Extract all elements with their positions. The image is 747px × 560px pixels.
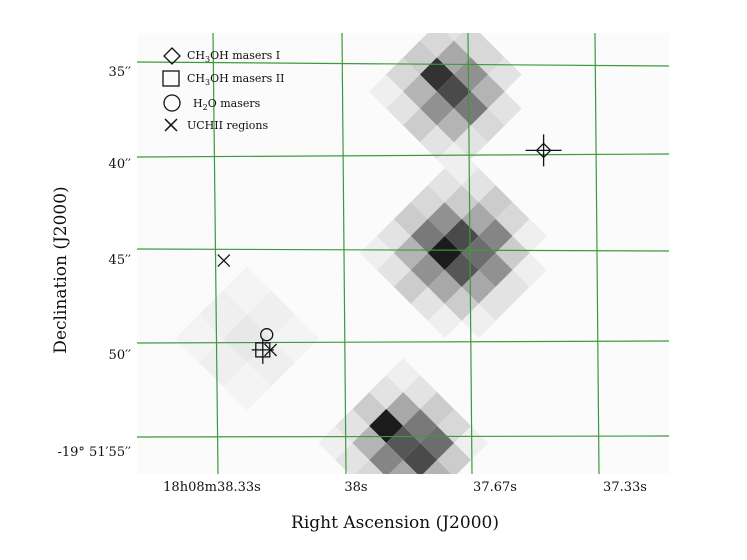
legend-circle-marker bbox=[163, 94, 181, 112]
grid-line bbox=[341, 33, 347, 474]
y-tick-label: 35′′ bbox=[109, 65, 131, 80]
marker-uchii bbox=[264, 343, 278, 357]
y-tick-label: 50′′ bbox=[109, 348, 131, 363]
x-tick-label: 18h08m38.33s bbox=[163, 480, 261, 495]
y-axis-title: Declination (J2000) bbox=[51, 186, 71, 353]
grid-line bbox=[137, 248, 669, 252]
legend-label-ch3oh-masers-i: CH3OH masers I bbox=[187, 49, 280, 64]
x-tick-label: 38s bbox=[344, 480, 367, 495]
grid-line bbox=[212, 33, 219, 474]
y-tick-label: -19° 51′55′′ bbox=[57, 445, 131, 460]
y-tick-label: 40′′ bbox=[109, 157, 131, 172]
grid-line bbox=[594, 33, 600, 474]
grid-line bbox=[137, 153, 669, 158]
marker-uchii bbox=[217, 254, 231, 268]
x-tick-labels: 18h08m38.33s 38s 37.67s 37.33s bbox=[163, 480, 647, 495]
x-tick-label: 37.33s bbox=[603, 480, 647, 495]
legend: CH3OH masers I CH3OH masers II H2O maser… bbox=[162, 47, 284, 132]
x-axis-title: Right Ascension (J2000) bbox=[291, 513, 499, 533]
legend-square-marker bbox=[162, 70, 180, 87]
legend-cross-marker bbox=[164, 118, 178, 132]
marker-h2o bbox=[260, 328, 274, 342]
grid-line bbox=[137, 340, 669, 344]
legend-label-uchii-regions: UCHII regions bbox=[187, 119, 269, 132]
legend-label-ch3oh-masers-ii: CH3OH masers II bbox=[187, 72, 284, 87]
maser-markers bbox=[217, 134, 562, 364]
legend-diamond-marker bbox=[163, 47, 181, 65]
y-tick-label: 45′′ bbox=[109, 253, 131, 268]
x-tick-label: 37.67s bbox=[473, 480, 517, 495]
plot-panel bbox=[137, 33, 669, 474]
grid-line bbox=[467, 33, 473, 474]
coordinate-grid bbox=[137, 33, 669, 474]
legend-label-h2o-masers: H2O masers bbox=[193, 97, 261, 112]
marker-ch3oh-i bbox=[525, 134, 562, 167]
y-tick-labels: 35′′ 40′′ 45′′ 50′′ -19° 51′55′′ bbox=[57, 65, 131, 460]
map-pixel bbox=[271, 314, 320, 363]
grid-line bbox=[137, 61, 669, 67]
map-pixel bbox=[175, 314, 224, 363]
map-pixel bbox=[199, 338, 248, 387]
grid-line bbox=[137, 435, 669, 438]
